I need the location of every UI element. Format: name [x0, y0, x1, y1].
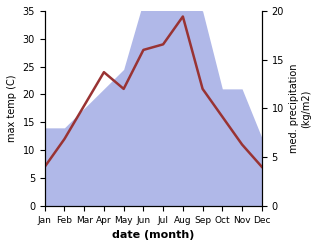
Y-axis label: max temp (C): max temp (C) — [7, 75, 17, 142]
Y-axis label: med. precipitation
(kg/m2): med. precipitation (kg/m2) — [289, 64, 311, 153]
X-axis label: date (month): date (month) — [112, 230, 194, 240]
